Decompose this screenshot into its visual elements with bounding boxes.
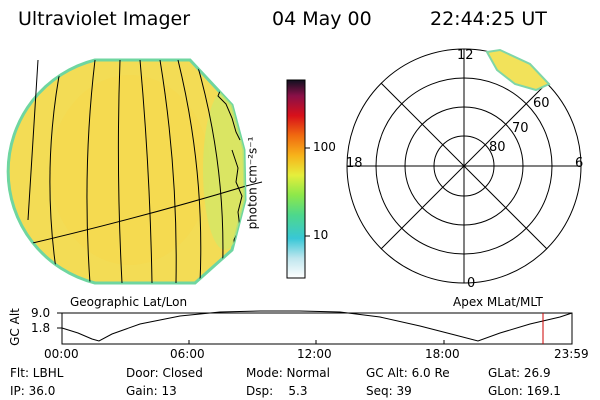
altitude-ymax: 9.0 xyxy=(31,306,51,320)
time-label: 22:44:25 UT xyxy=(430,8,547,30)
info-dsp: Dsp: 5.3 xyxy=(246,384,308,398)
info-mode: Mode: Normal xyxy=(246,366,330,380)
caption-right: Apex MLat/MLT xyxy=(453,295,543,309)
altitude-ylabel: GC Alt xyxy=(7,308,22,346)
info-seq: Seq: 39 xyxy=(366,384,412,398)
x-tick-4: 23:59 xyxy=(554,347,589,361)
colorbar-unit-label: photon cm⁻²s⁻¹ xyxy=(245,136,260,230)
altitude-curve xyxy=(61,310,573,342)
x-tick-1: 06:00 xyxy=(170,347,205,361)
x-tick-3: 18:00 xyxy=(425,347,460,361)
info-flt: Flt: LBHL xyxy=(10,366,64,380)
altitude-plot xyxy=(57,310,573,345)
info-gcalt: GC Alt: 6.0 Re xyxy=(366,366,450,380)
caption-left: Geographic Lat/Lon xyxy=(70,295,188,309)
colorbar-tick-100: 100 xyxy=(313,140,336,154)
altitude-ymin: 1.8 xyxy=(31,321,51,335)
colorbar-tick-10: 10 xyxy=(313,228,329,242)
x-tick-0: 00:00 xyxy=(44,347,79,361)
mlt-12-label: 12 xyxy=(457,48,474,63)
auroral-oval xyxy=(485,48,551,92)
colorbar xyxy=(286,79,310,279)
mlt-0-label: 0 xyxy=(467,276,476,291)
info-glon: GLon: 169.1 xyxy=(488,384,561,398)
polar-plot xyxy=(346,48,582,284)
lat-70-label: 70 xyxy=(512,121,529,136)
info-glat: GLat: 26.9 xyxy=(488,366,551,380)
app-title: Ultraviolet Imager xyxy=(18,8,191,30)
lat-60-label: 60 xyxy=(533,96,550,111)
globe-image xyxy=(6,58,263,285)
info-ip: IP: 36.0 xyxy=(10,384,56,398)
lat-80-label: 80 xyxy=(489,140,506,155)
date-label: 04 May 00 xyxy=(272,8,372,30)
mlt-6-label: 6 xyxy=(575,156,584,171)
info-door: Door: Closed xyxy=(126,366,203,380)
info-gain: Gain: 13 xyxy=(126,384,177,398)
mlt-18-label: 18 xyxy=(346,156,363,171)
x-tick-2: 12:00 xyxy=(297,347,332,361)
